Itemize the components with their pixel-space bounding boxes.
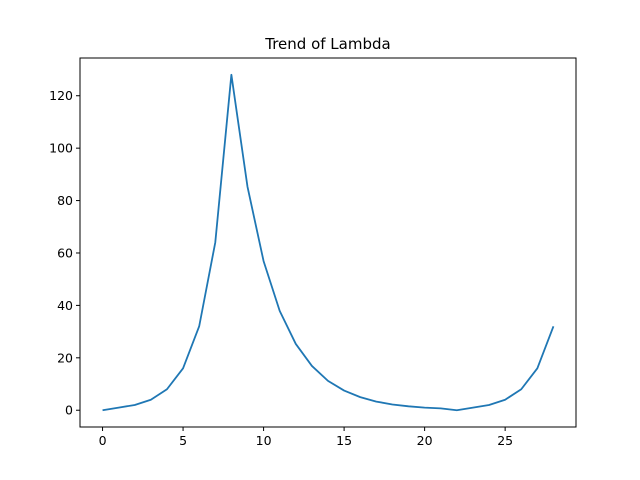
x-axis: 0 5 10 15 20 25 — [99, 427, 513, 448]
plot-area — [80, 58, 576, 427]
x-tick-label: 5 — [179, 433, 187, 448]
y-tick-label: 20 — [57, 350, 73, 365]
x-tick-label: 0 — [99, 433, 107, 448]
chart-title: Trend of Lambda — [264, 35, 390, 53]
y-tick-label: 120 — [49, 88, 73, 103]
series-layer — [102, 73, 555, 412]
x-tick-label: 20 — [417, 433, 433, 448]
plot-frame — [79, 57, 577, 428]
y-tick-label: 60 — [57, 245, 73, 260]
y-axis: 0 20 40 60 80 100 120 — [49, 88, 80, 418]
y-tick-label: 80 — [57, 193, 73, 208]
x-tick-label: 15 — [336, 433, 352, 448]
y-tick-label: 40 — [57, 298, 73, 313]
x-tick-label: 25 — [497, 433, 513, 448]
y-tick-label: 0 — [65, 403, 73, 418]
y-tick-label: 100 — [49, 141, 73, 156]
x-tick-label: 10 — [256, 433, 272, 448]
series-line-0 — [102, 73, 555, 412]
